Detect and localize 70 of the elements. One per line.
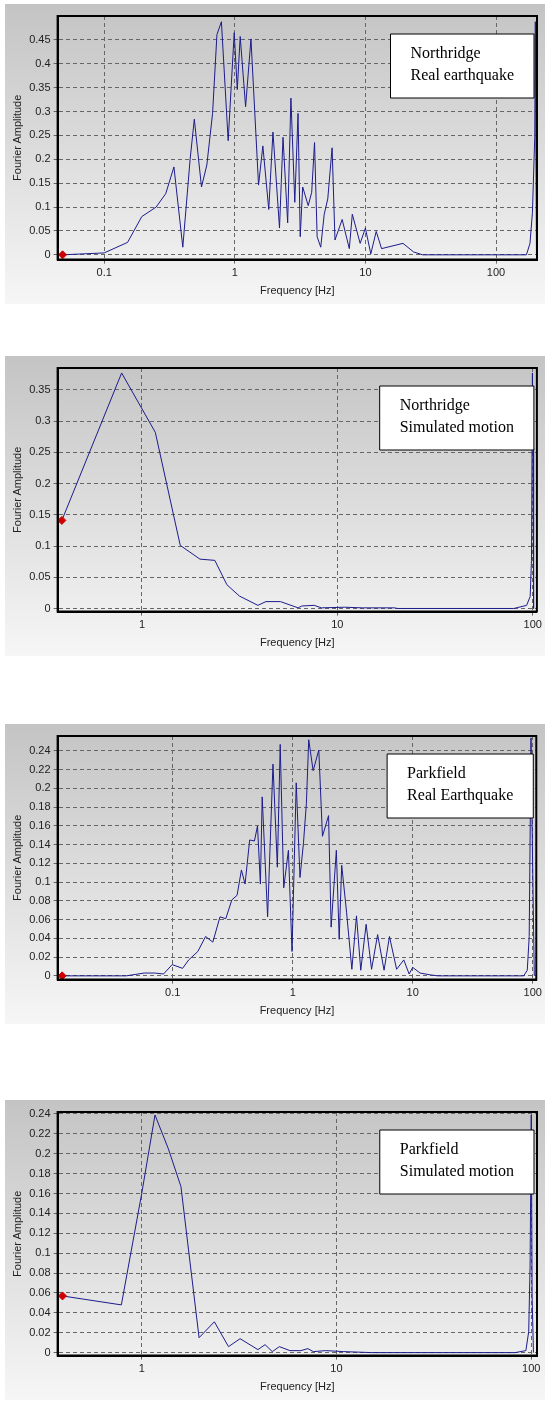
y-tick-label: 0.3 [35, 414, 51, 427]
y-tick-label: 0.1 [35, 875, 51, 888]
y-tick-label: 0.05 [29, 570, 51, 583]
x-axis-title: Frequency [Hz] [260, 284, 335, 297]
y-tick-label: 0.02 [29, 1325, 51, 1338]
annotation: Northridge Real earthquake [410, 44, 514, 85]
y-tick-label: 0.22 [29, 1126, 51, 1139]
y-tick-label: 0.25 [29, 128, 51, 141]
y-tick-label: 0.15 [29, 176, 51, 189]
y-tick-label: 0.08 [29, 893, 51, 906]
annotation: Northridge Simulated motion [399, 396, 514, 436]
x-axis-title: Frequency [Hz] [260, 1380, 335, 1393]
x-tick-label: 1 [138, 618, 146, 631]
x-tick-label: 1 [231, 266, 238, 279]
y-tick-label: 0.06 [29, 1285, 51, 1298]
x-axis-title: Frequency [Hz] [259, 636, 335, 649]
x-axis-title: Frequency [Hz] [259, 1004, 335, 1017]
x-tick-label: 100 [486, 266, 506, 279]
x-tick-label: 100 [523, 986, 542, 999]
x-tick-label: 0.1 [165, 986, 181, 999]
y-tick-label: 0.18 [29, 1166, 51, 1179]
y-tick-label: 0.04 [29, 1305, 51, 1318]
y-tick-label: 0.35 [29, 382, 51, 395]
y-tick-label: 0.35 [29, 80, 51, 93]
y-tick-label: 0.1 [35, 539, 51, 552]
y-tick-label: 0 [44, 968, 51, 981]
y-tick-label: 0.24 [29, 744, 51, 757]
y-tick-label: 0.2 [35, 781, 51, 794]
y-tick-label: 0.15 [29, 507, 51, 520]
x-tick-label: 0.1 [96, 266, 112, 279]
y-tick-label: 0.08 [29, 1266, 51, 1279]
y-axis-title: Fourier Amplitude [10, 814, 23, 901]
y-tick-label: 0 [44, 1345, 51, 1358]
y-tick-label: 0.2 [35, 152, 51, 165]
y-tick-label: 0.14 [29, 1206, 51, 1219]
x-tick-label: 100 [522, 1362, 541, 1375]
annotation: Parkfield Real Earthquake [407, 764, 514, 805]
y-tick-label: 0.18 [29, 800, 51, 813]
y-tick-label: 0.14 [29, 837, 51, 850]
y-tick-label: 0 [44, 247, 51, 260]
y-tick-label: 0.24 [29, 1107, 51, 1120]
y-tick-label: 0.1 [35, 200, 51, 213]
y-tick-label: 0.2 [35, 476, 51, 489]
y-tick-label: 0.12 [29, 856, 51, 869]
x-tick-label: 100 [523, 618, 542, 631]
x-tick-label: 10 [331, 618, 344, 631]
x-tick-label: 10 [359, 266, 372, 279]
y-axis-title: Fourier Amplitude [10, 446, 23, 533]
y-tick-label: 0.45 [29, 32, 51, 45]
y-tick-label: 0.04 [29, 931, 51, 944]
y-tick-label: 0 [44, 601, 51, 614]
y-tick-label: 0.3 [35, 104, 51, 117]
y-axis-title: Fourier Amplitude [10, 94, 23, 181]
y-tick-label: 0.4 [35, 56, 51, 69]
y-axis-title: Fourier Amplitude [10, 1190, 23, 1277]
y-tick-label: 0.2 [35, 1146, 51, 1159]
y-tick-label: 0.16 [29, 818, 51, 831]
x-tick-label: 10 [406, 986, 419, 999]
y-tick-label: 0.05 [29, 223, 51, 236]
x-tick-label: 1 [289, 986, 296, 999]
x-tick-label: 1 [138, 1362, 145, 1375]
y-tick-label: 0.25 [29, 445, 51, 458]
annotation: Parkfield Simulated motion [399, 1140, 514, 1180]
y-tick-label: 0.16 [29, 1186, 51, 1199]
y-tick-label: 0.06 [29, 912, 51, 925]
y-tick-label: 0.1 [35, 1246, 51, 1259]
y-tick-label: 0.02 [29, 950, 51, 963]
y-tick-label: 0.12 [29, 1226, 51, 1239]
y-tick-label: 0.22 [29, 762, 51, 775]
x-tick-label: 10 [330, 1362, 343, 1375]
